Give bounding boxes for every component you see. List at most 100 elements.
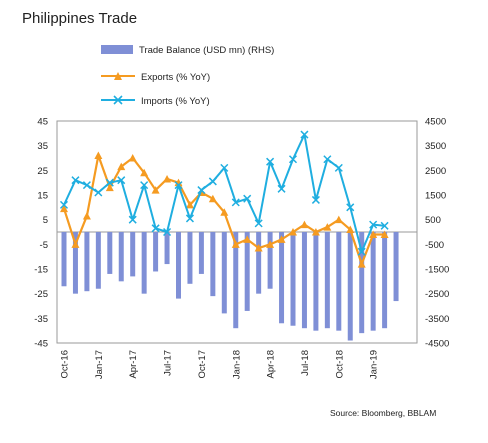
legend-label-exports: Exports (% YoY)	[141, 72, 210, 83]
imports-point	[151, 224, 160, 233]
trade-balance-bar	[61, 232, 67, 287]
imports-point	[163, 227, 172, 237]
trade-balance-bar	[359, 232, 365, 334]
trade-balance-bar	[336, 232, 342, 331]
trade-balance-bar	[176, 232, 181, 299]
imports-point	[59, 200, 69, 209]
trade-balance-bar	[256, 232, 262, 294]
imports-point	[174, 181, 183, 190]
trade-balance-bar	[72, 232, 78, 294]
exports-point	[289, 228, 297, 236]
imports-point	[208, 177, 217, 186]
left-tick-label: 5	[43, 215, 48, 226]
imports-point	[117, 176, 126, 185]
imports-point	[357, 247, 366, 256]
trade-balance-bar	[290, 232, 296, 326]
imports-point	[346, 203, 355, 212]
exports-point	[369, 230, 378, 238]
legend-swatch-trade-balance	[101, 45, 133, 54]
trade-balance-bar	[233, 232, 239, 329]
trade-balance-bar	[198, 232, 204, 274]
exports-point	[60, 204, 68, 213]
imports-point	[300, 130, 309, 139]
x-tick-label: Oct-17	[197, 350, 208, 379]
legend: Trade Balance (USD mn) (RHS) Exports (% …	[101, 45, 274, 107]
trade-balance-bar	[84, 232, 90, 292]
exports-point	[266, 240, 275, 248]
left-tick-label: -5	[40, 240, 48, 251]
imports-point	[334, 163, 343, 172]
right-tick-label: 2500	[425, 166, 446, 177]
left-tick-label: 15	[37, 191, 48, 202]
right-tick-label: -4500	[425, 339, 449, 350]
trade-balance-bar	[187, 232, 193, 284]
right-tick-label: 500	[425, 215, 441, 226]
imports-point	[288, 155, 298, 164]
exports-point	[163, 174, 172, 183]
trade-balance-bar	[95, 232, 101, 289]
left-tick-label: -15	[34, 265, 48, 276]
x-tick-label: Jan-19	[369, 350, 380, 379]
exports-point	[128, 154, 137, 162]
imports-point	[266, 157, 275, 166]
right-tick-label: -3500	[425, 314, 449, 325]
exports-point	[311, 228, 320, 236]
left-tick-label: -45	[34, 339, 48, 350]
right-tick-label: 1500	[425, 191, 446, 202]
right-axis: 4500 3500 2500 1500 500 -500 -1500 -2500 -3500 -4…	[425, 117, 449, 350]
trade-balance-bar	[267, 232, 273, 289]
imports-point	[254, 219, 263, 228]
imports-point	[323, 155, 332, 164]
legend-x-marker	[113, 95, 123, 105]
exports-point	[243, 235, 252, 243]
trade-balance-bar	[393, 232, 399, 302]
trade-balance-bar	[313, 232, 319, 331]
imports-point	[82, 181, 91, 190]
right-tick-label: 4500	[425, 117, 446, 128]
imports-point	[105, 178, 114, 187]
left-axis: 45 35 25 15 5 -5 -15 -25 -35 -45	[34, 117, 48, 350]
trade-balance-bar	[107, 232, 113, 274]
x-tick-label: Jul-17	[163, 350, 174, 376]
exports-point	[105, 183, 114, 192]
x-tick-label: Oct-18	[334, 350, 345, 379]
imports-point	[197, 186, 206, 195]
trade-balance-bar	[130, 232, 136, 277]
exports-point	[220, 208, 229, 216]
trade-balance-bar	[324, 232, 330, 329]
exports-point	[185, 200, 194, 209]
left-tick-label: -25	[34, 289, 48, 300]
exports-point	[94, 151, 103, 160]
left-tick-label: 35	[37, 141, 48, 152]
imports-point	[243, 194, 252, 203]
exports-point	[208, 194, 217, 203]
x-tick-label: Apr-17	[128, 350, 139, 379]
chart-title: Philippines Trade	[22, 10, 137, 27]
x-tick-label: Jan-18	[231, 350, 242, 379]
exports-point	[323, 223, 332, 231]
x-axis: Oct-16 Jan-17 Apr-17 Jul-17 Oct-17 Jan-18 Apr-…	[60, 350, 380, 379]
right-tick-label: -2500	[425, 289, 449, 300]
trade-balance-bar	[221, 232, 227, 314]
trade-balance-bars	[61, 232, 399, 341]
imports-point	[311, 195, 320, 204]
trade-balance-bar	[382, 232, 388, 329]
exports-point	[277, 235, 286, 243]
imports-point	[369, 220, 378, 229]
imports-series	[59, 130, 389, 256]
exports-point	[71, 240, 80, 248]
exports-point	[380, 230, 389, 238]
left-tick-label: -35	[34, 314, 48, 325]
imports-point	[71, 176, 80, 185]
imports-point	[94, 188, 103, 197]
trade-balance-bar	[210, 232, 216, 297]
trade-balance-bar	[118, 232, 124, 282]
exports-point	[254, 244, 263, 252]
legend-triangle-marker	[114, 72, 122, 80]
legend-label-trade-balance: Trade Balance (USD mn) (RHS)	[139, 45, 274, 56]
left-tick-label: 45	[37, 117, 48, 128]
imports-point	[380, 221, 389, 230]
imports-point	[128, 215, 137, 224]
trade-balance-bar	[244, 232, 250, 311]
